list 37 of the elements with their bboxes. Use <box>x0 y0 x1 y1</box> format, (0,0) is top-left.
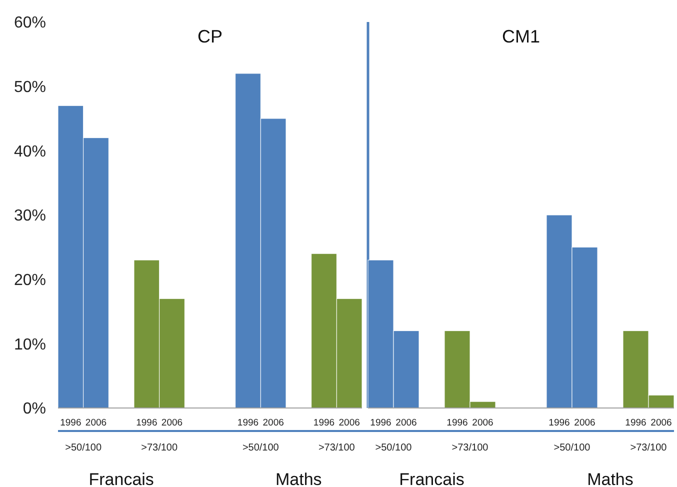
x-tick-label: 1996 <box>237 417 259 428</box>
y-tick-label: 20% <box>14 272 46 289</box>
chart-title: CP <box>197 26 223 46</box>
x-tick-label: 2006 <box>574 417 596 428</box>
text: >50/100 <box>554 442 591 454</box>
y-tick-label: 10% <box>14 336 46 354</box>
text: >73/100 <box>141 442 178 454</box>
text: >50/100 <box>375 442 412 454</box>
text: >73/100 <box>318 442 356 454</box>
chart-title: CM1 <box>502 26 540 46</box>
x-tick-label: 2006 <box>161 417 183 428</box>
x-tick-label: 2006 <box>338 417 360 428</box>
x-tick-label: 1996 <box>136 417 158 428</box>
text: Maths <box>276 470 322 487</box>
text: Francais <box>88 470 154 487</box>
text: >73/100 <box>630 442 668 454</box>
x-tick-label: 1996 <box>548 417 570 428</box>
x-tick-label: 1996 <box>313 417 335 428</box>
x-tick-label: 2006 <box>472 417 494 428</box>
x-tick-label: 1996 <box>60 417 82 428</box>
text: >50/100 <box>242 442 280 454</box>
y-tick-label: 0% <box>22 400 46 418</box>
x-tick-label: 2006 <box>85 417 107 428</box>
x-tick-label: 2006 <box>650 417 672 428</box>
text: >50/100 <box>65 442 102 454</box>
x-tick-label: 1996 <box>370 417 392 428</box>
y-tick-label: 50% <box>14 78 46 96</box>
y-tick-label: 60% <box>14 14 46 32</box>
text: Maths <box>587 470 634 487</box>
x-tick-label: 2006 <box>262 417 284 428</box>
y-tick-label: 30% <box>14 208 46 225</box>
text: >73/100 <box>452 442 489 454</box>
text: Francais <box>399 470 464 487</box>
y-tick-label: 40% <box>14 143 46 160</box>
x-tick-label: 1996 <box>625 417 646 428</box>
x-tick-label: 2006 <box>396 417 417 428</box>
x-tick-label: 1996 <box>446 417 468 428</box>
